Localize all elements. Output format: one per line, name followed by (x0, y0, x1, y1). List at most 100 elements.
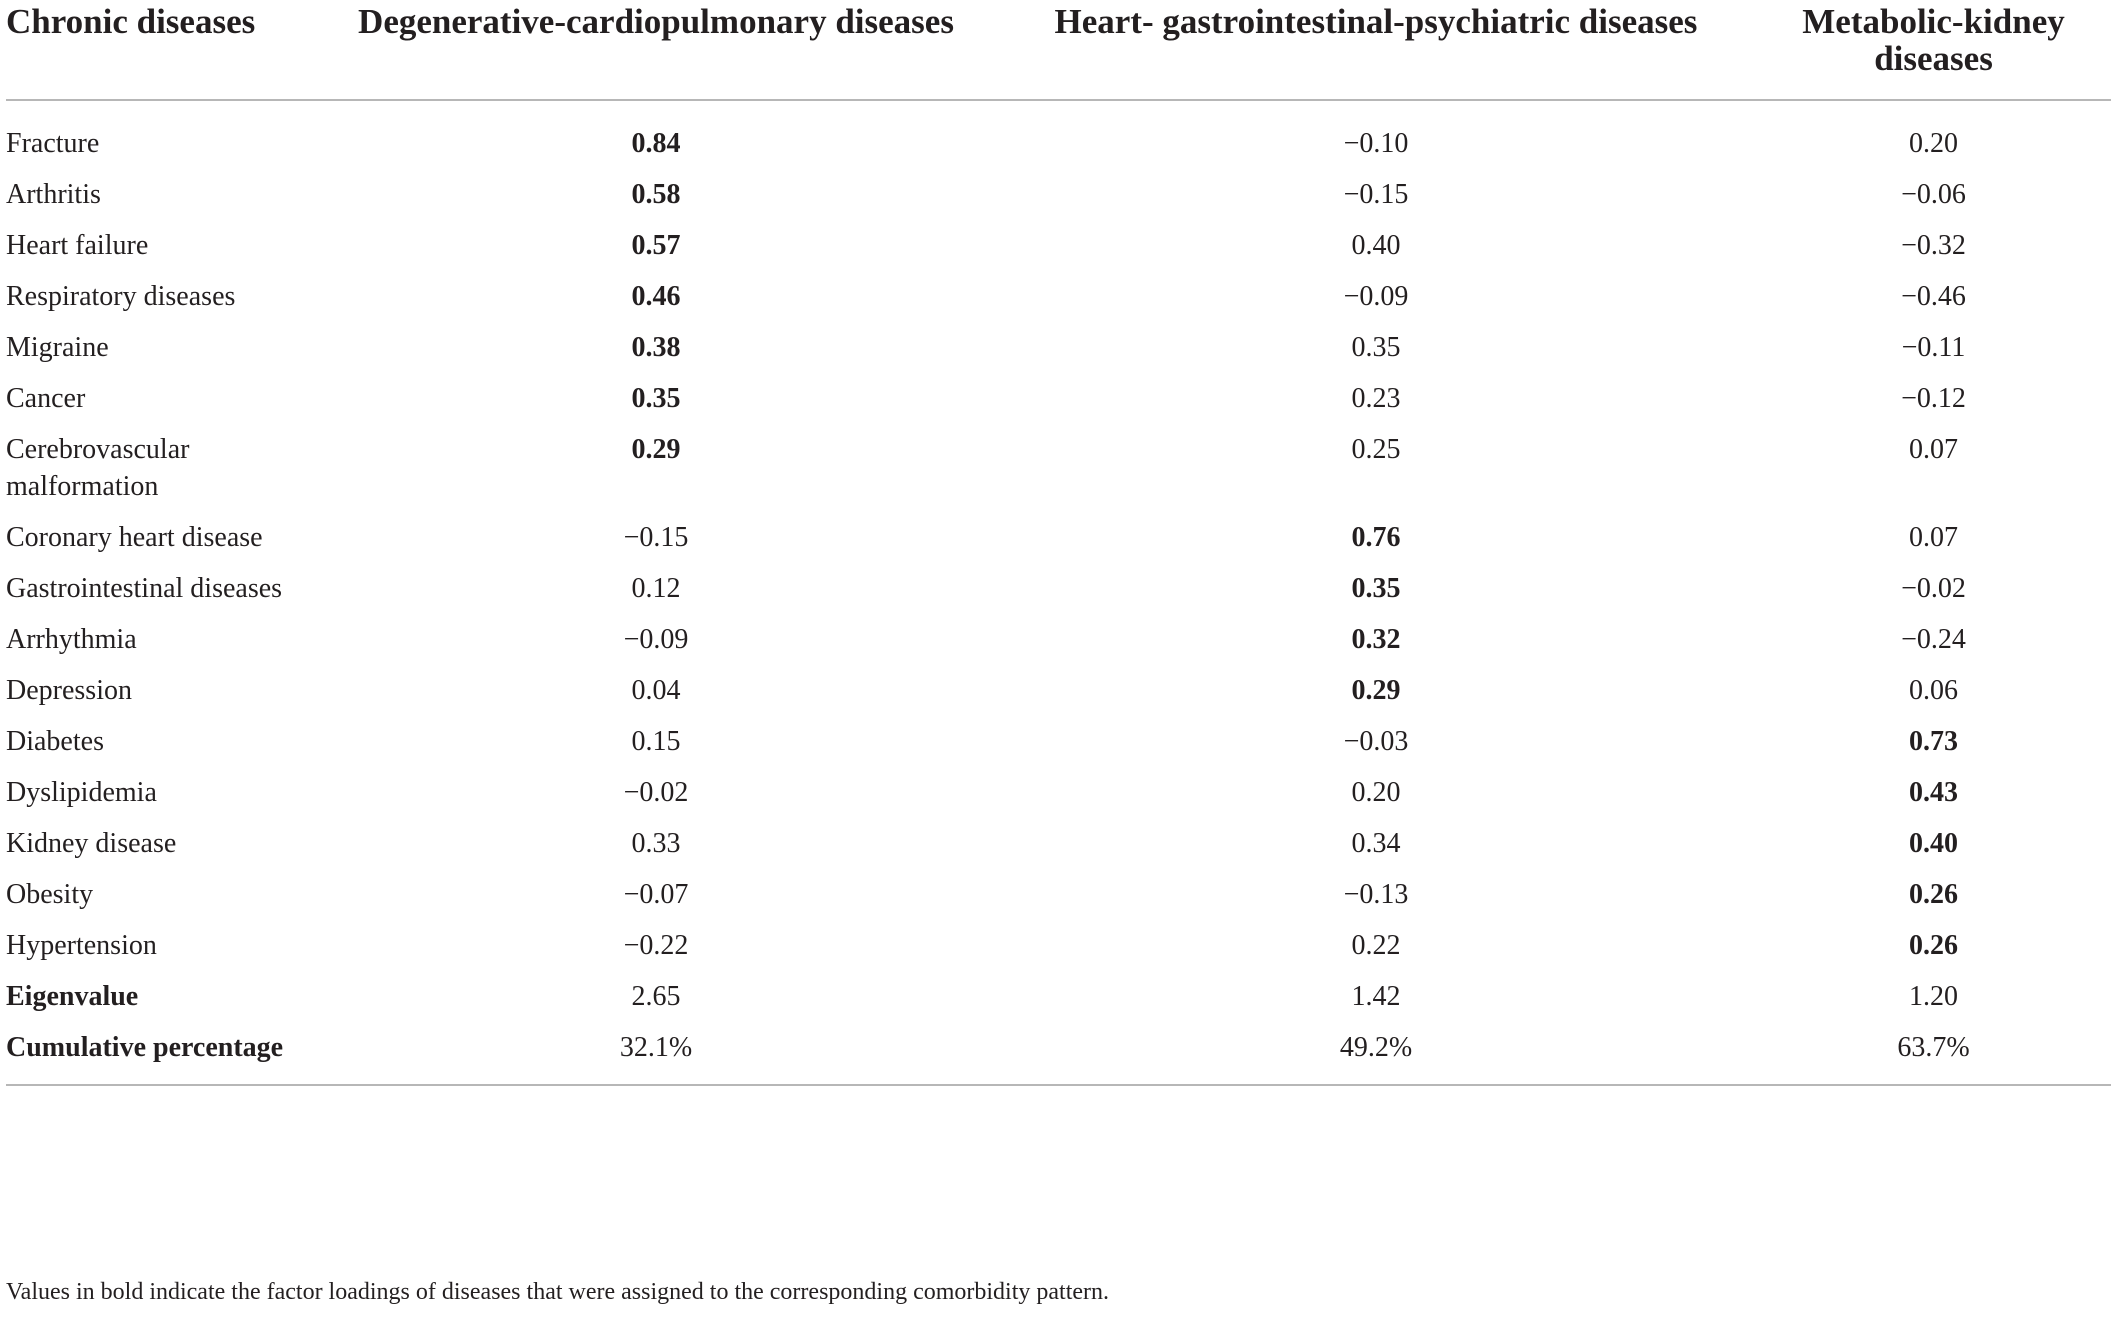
row-label: Hypertension (6, 930, 157, 961)
cell-value: 49.2% (1339, 1032, 1413, 1063)
cell-value: 0.58 (631, 179, 681, 210)
table-row: Dyslipidemia −0.02 0.20 0.43 (6, 767, 2111, 818)
factor-loadings-table: Chronic diseases Degenerative-cardiopulm… (6, 0, 2111, 1082)
cell-value: 0.20 (1909, 128, 1958, 159)
cell-value: 0.25 (1351, 434, 1401, 465)
row-label: Gastrointestinal diseases (6, 573, 283, 604)
cell-value: 0.29 (1351, 675, 1401, 706)
table-footnote: Values in bold indicate the factor loadi… (6, 1279, 1110, 1305)
cell-value: −0.46 (1901, 281, 1966, 312)
row-label: Cerebrovascular malformation (6, 434, 190, 502)
cell-value: 0.33 (631, 828, 681, 859)
bottom-rule (6, 1084, 2111, 1086)
cell-value: −0.24 (1901, 624, 1966, 655)
cell-value: 32.1% (619, 1032, 693, 1063)
header-degenerative-cardiopulmonary: Degenerative-cardiopulmonary diseases (316, 0, 996, 101)
row-label: Heart failure (6, 230, 149, 261)
cell-value: 1.20 (1909, 981, 1958, 1012)
row-label: Arrhythmia (6, 624, 137, 655)
table-row: Gastrointestinal diseases 0.12 0.35 −0.02 (6, 563, 2111, 614)
cell-value: 0.73 (1909, 726, 1958, 757)
table-body: Fracture 0.84 −0.10 0.20 Arthritis 0.58 −0.15 −… (6, 100, 2111, 1082)
table-row: Cumulative percentage 32.1% 49.2% 63.7% (6, 1022, 2111, 1082)
factor-loadings-table-container: Chronic diseases Degenerative-cardiopulm… (6, 0, 2111, 1082)
cell-value: −0.09 (623, 624, 689, 655)
cell-value: 0.38 (631, 332, 681, 363)
table-row: Eigenvalue 2.65 1.42 1.20 (6, 971, 2111, 1022)
cell-value: −0.32 (1901, 230, 1966, 261)
table-row: Arthritis 0.58 −0.15 −0.06 (6, 169, 2111, 220)
cell-value: 0.29 (631, 434, 681, 465)
table-row: Cerebrovascular malformation 0.29 0.25 0.07 (6, 424, 2111, 512)
row-label: Depression (6, 675, 132, 706)
table-row: Depression 0.04 0.29 0.06 (6, 665, 2111, 716)
cell-value: 0.40 (1909, 828, 1958, 859)
row-label: Arthritis (6, 179, 101, 210)
row-label: Fracture (6, 128, 100, 159)
cell-value: −0.15 (1343, 179, 1409, 210)
cell-value: 0.43 (1909, 777, 1958, 808)
row-label: Cumulative percentage (6, 1032, 284, 1063)
table-row: Cancer 0.35 0.23 −0.12 (6, 373, 2111, 424)
cell-value: 1.42 (1351, 981, 1401, 1012)
row-label: Coronary heart disease (6, 522, 263, 553)
row-label: Dyslipidemia (6, 777, 157, 808)
cell-value: −0.06 (1901, 179, 1966, 210)
cell-value: 0.35 (631, 383, 681, 414)
row-label: Cancer (6, 383, 86, 414)
table-header: Chronic diseases Degenerative-cardiopulm… (6, 0, 2111, 101)
cell-value: −0.13 (1343, 879, 1409, 910)
table-row: Kidney disease 0.33 0.34 0.40 (6, 818, 2111, 869)
table-row: Hypertension −0.22 0.22 0.26 (6, 920, 2111, 971)
cell-value: −0.11 (1901, 332, 1966, 363)
cell-value: 0.12 (631, 573, 681, 604)
cell-value: 0.32 (1351, 624, 1401, 655)
row-label: Eigenvalue (6, 981, 139, 1012)
cell-value: 0.26 (1909, 930, 1958, 961)
cell-value: 2.65 (631, 981, 681, 1012)
cell-value: 0.20 (1351, 777, 1401, 808)
header-metabolic-kidney: Metabolic-kidney diseases (1756, 0, 2111, 101)
cell-value: 0.35 (1351, 332, 1401, 363)
cell-value: 0.40 (1351, 230, 1401, 261)
cell-value: 0.46 (631, 281, 681, 312)
table-row: Diabetes 0.15 −0.03 0.73 (6, 716, 2111, 767)
table-row: Arrhythmia −0.09 0.32 −0.24 (6, 614, 2111, 665)
table-row: Heart failure 0.57 0.40 −0.32 (6, 220, 2111, 271)
cell-value: −0.12 (1901, 383, 1966, 414)
cell-value: 0.57 (631, 230, 681, 261)
cell-value: 0.15 (631, 726, 681, 757)
cell-value: 0.07 (1909, 522, 1958, 553)
cell-value: −0.03 (1343, 726, 1409, 757)
cell-value: −0.02 (623, 777, 689, 808)
cell-value: 0.06 (1909, 675, 1958, 706)
header-chronic-diseases: Chronic diseases (6, 0, 316, 101)
row-label: Migraine (6, 332, 109, 363)
cell-value: −0.15 (623, 522, 689, 553)
cell-value: 63.7% (1897, 1032, 1970, 1063)
cell-value: 0.76 (1351, 522, 1401, 553)
header-row: Chronic diseases Degenerative-cardiopulm… (6, 0, 2111, 101)
table-row: Coronary heart disease −0.15 0.76 0.07 (6, 512, 2111, 563)
cell-value: 0.07 (1909, 434, 1958, 465)
header-heart-gastrointestinal-psychiatric: Heart- gastrointestinal-psychiatric dise… (996, 0, 1756, 101)
row-label: Respiratory diseases (6, 281, 236, 312)
cell-value: −0.22 (623, 930, 689, 961)
cell-value: 0.26 (1909, 879, 1958, 910)
cell-value: 0.04 (631, 675, 681, 706)
cell-value: −0.02 (1901, 573, 1966, 604)
cell-value: 0.35 (1351, 573, 1401, 604)
row-label: Obesity (6, 879, 94, 910)
cell-value: −0.10 (1343, 128, 1409, 159)
cell-value: −0.09 (1343, 281, 1409, 312)
row-label: Diabetes (6, 726, 104, 757)
cell-value: 0.22 (1351, 930, 1401, 961)
table-row: Migraine 0.38 0.35 −0.11 (6, 322, 2111, 373)
table-row: Respiratory diseases 0.46 −0.09 −0.46 (6, 271, 2111, 322)
row-label: Kidney disease (6, 828, 177, 859)
table-row: Fracture 0.84 −0.10 0.20 (6, 100, 2111, 169)
cell-value: 0.84 (631, 128, 681, 159)
cell-value: 0.23 (1351, 383, 1401, 414)
table-row: Obesity −0.07 −0.13 0.26 (6, 869, 2111, 920)
cell-value: −0.07 (623, 879, 689, 910)
